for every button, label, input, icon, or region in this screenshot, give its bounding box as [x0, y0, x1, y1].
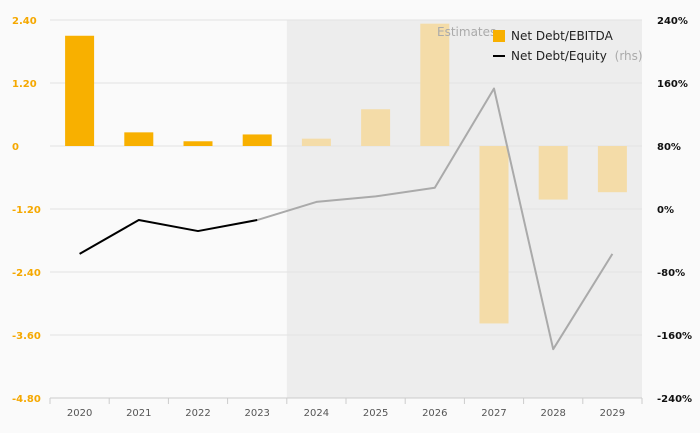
x-tick-label-2022: 2022 — [185, 408, 210, 419]
right-tick-label: 0% — [657, 205, 674, 216]
legend-label-equity-suffix: (rhs) — [615, 49, 643, 63]
bar-2020 — [65, 35, 95, 146]
left-tick-label: -1.20 — [12, 205, 41, 216]
x-tick-label-2021: 2021 — [126, 408, 151, 419]
x-tick-label-2020: 2020 — [67, 408, 92, 419]
estimates-label: Estimates — [437, 25, 496, 39]
lines-layer — [79, 87, 614, 351]
legend-label-equity: Net Debt/Equity (rhs) — [511, 49, 643, 63]
bars-layer — [65, 23, 627, 324]
right-axis-ticks: 240% 160% 80% 0% -80% -160% -240% — [657, 16, 692, 405]
bar-2026 — [420, 23, 450, 146]
left-tick-label: -2.40 — [12, 268, 41, 279]
bar-2022 — [183, 141, 213, 146]
left-tick-label: 0 — [12, 142, 19, 153]
right-tick-label: 80% — [657, 142, 681, 153]
x-tick-label-2024: 2024 — [304, 408, 329, 419]
legend-label-ebitda: Net Debt/EBITDA — [511, 29, 614, 43]
line-equity-estimates — [256, 87, 614, 351]
left-tick-label: 2.40 — [12, 16, 37, 27]
left-tick-label: 1.20 — [12, 79, 37, 90]
x-tick-label-2023: 2023 — [244, 408, 269, 419]
right-tick-label: -160% — [657, 331, 692, 342]
legend-label-equity-name: Net Debt/Equity — [511, 49, 607, 63]
bar-2021 — [124, 132, 154, 146]
x-tick-label-2028: 2028 — [540, 408, 565, 419]
x-tick-label-2026: 2026 — [422, 408, 447, 419]
line-equity-actual — [79, 219, 258, 255]
bar-2025 — [361, 109, 391, 146]
bar-2023 — [242, 134, 272, 146]
legend-swatch-ebitda — [493, 30, 505, 42]
x-tick-label-2025: 2025 — [363, 408, 388, 419]
x-axis-ticks: 2020 2021 2022 2023 2024 2025 2026 2027 2028 2029 — [67, 408, 625, 419]
legend: Net Debt/EBITDA Net Debt/Equity (rhs) — [493, 29, 643, 63]
right-tick-label: 240% — [657, 16, 688, 27]
bar-2028 — [538, 146, 568, 200]
left-tick-label: -4.80 — [12, 394, 41, 405]
bar-2024 — [301, 138, 331, 146]
right-tick-label: -240% — [657, 394, 692, 405]
left-tick-label: -3.60 — [12, 331, 41, 342]
bar-2029 — [597, 146, 627, 193]
bar-2027 — [479, 146, 509, 324]
axes-layer — [49, 397, 643, 404]
x-tick-label-2029: 2029 — [600, 408, 625, 419]
right-tick-label: 160% — [657, 79, 688, 90]
left-axis-ticks: 2.40 1.20 0 -1.20 -2.40 -3.60 -4.80 — [12, 16, 41, 405]
x-tick-label-2027: 2027 — [481, 408, 506, 419]
right-tick-label: -80% — [657, 268, 685, 279]
